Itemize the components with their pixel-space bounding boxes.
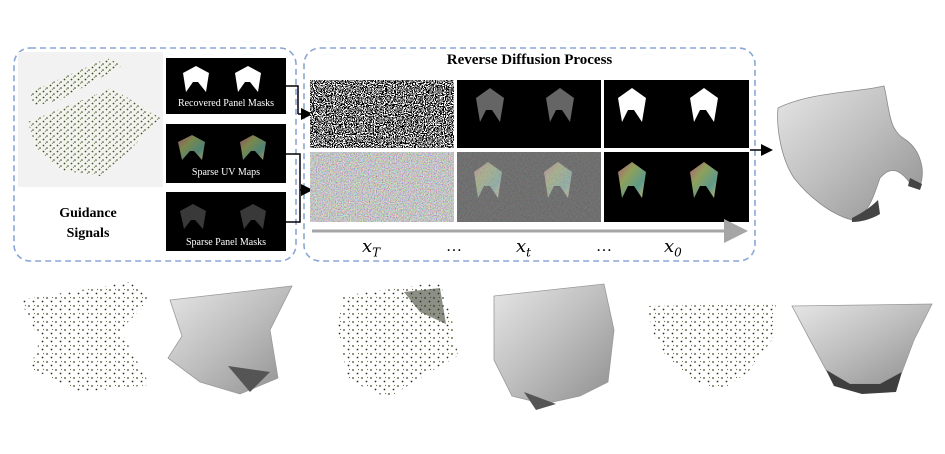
example-1-points [20,282,150,392]
step-label-xT: xT [362,236,380,260]
step-symbol: x [664,236,675,257]
panel-recovered-masks [166,58,286,114]
step-subscript: T [372,245,381,260]
step-subscript: 0 [674,245,682,260]
guidance-title-line2: Signals [66,226,110,241]
diffusion-uv-row [310,152,749,222]
example-3-mesh [791,303,933,394]
panel-sparse-masks [166,192,286,251]
diffusion-mask-row [310,80,749,148]
diffusion-title: Reverse Diffusion Process [446,52,613,68]
panel-label-recovered: Recovered Panel Masks [177,98,275,109]
output-mesh [777,85,923,222]
step-symbol: x [362,236,373,257]
step-label-xt: xt [516,236,531,260]
panel-sparse-uv [166,124,286,183]
guidance-point-cloud [18,52,163,187]
example-3-points [646,304,776,390]
step-subscript: t [526,245,531,260]
example-1-mesh [167,285,293,395]
guidance-title: Guidance Signals [28,204,148,244]
step-label-ellipsis-1: … [446,238,462,255]
guidance-title-line1: Guidance [59,206,117,221]
step-label-x0: x0 [664,236,682,260]
example-2-mesh [493,283,615,410]
example-2-points [338,282,458,398]
step-symbol: x [516,236,527,257]
panel-label-sparse-uv: Sparse UV Maps [191,167,261,178]
diffusion-box [303,47,756,262]
step-label-ellipsis-2: … [596,238,612,255]
guidance-connectors [286,85,313,223]
panel-label-sparse-masks: Sparse Panel Masks [186,237,266,248]
